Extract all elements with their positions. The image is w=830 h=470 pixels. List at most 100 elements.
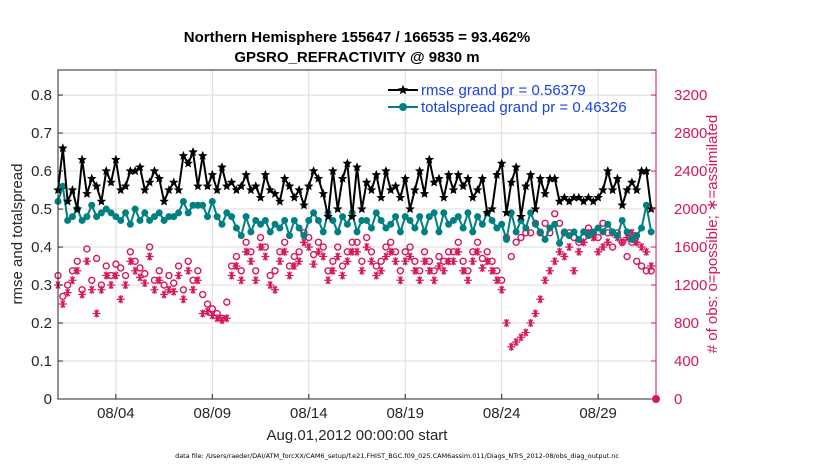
obs-assimilated-point (618, 238, 627, 247)
obs-assimilated-point (217, 316, 226, 325)
obs-assimilated-point (560, 252, 569, 261)
series-rmse (53, 143, 656, 221)
obs-assimilated-point (492, 276, 501, 285)
totalspread-point (560, 228, 568, 236)
left-tick-label-3: 0.3 (31, 277, 52, 294)
obs-assimilated-point (348, 247, 357, 256)
totalspread-point (464, 209, 472, 217)
obs-possible-point (121, 271, 130, 280)
obs-possible-point (473, 238, 482, 246)
obs-possible-point (174, 262, 183, 270)
totalspread-point (541, 235, 549, 243)
right-tick-label-1: 400 (674, 353, 699, 370)
obs-possible-point (637, 262, 646, 270)
obs-assimilated-point (647, 262, 656, 271)
left-tick-label-5: 0.5 (31, 201, 52, 218)
obs-assimilated-point (189, 285, 198, 294)
totalspread-point (97, 209, 105, 217)
obs-possible-point (319, 243, 327, 251)
obs-assimilated-point (430, 276, 439, 285)
rmse-point (183, 158, 193, 168)
x-tick-label-3: 08/19 (386, 405, 424, 422)
totalspread-point (146, 216, 154, 224)
totalspread-point (440, 209, 448, 217)
rmse-point (260, 169, 271, 179)
rmse-point (598, 185, 608, 195)
obs-possible-point (155, 267, 163, 275)
obs-assimilated-point (208, 311, 217, 320)
chart-subtitle: GPSRO_REFRACTIVITY @ 9830 m (234, 49, 479, 66)
totalspread-point (314, 216, 322, 224)
obs-assimilated-point (526, 319, 535, 328)
obs-assimilated-point (507, 342, 516, 351)
obs-assimilated-point (251, 276, 260, 285)
rmse-point (496, 158, 507, 168)
obs-assimilated-point (58, 300, 67, 309)
rmse-point (434, 173, 444, 183)
rmse-point (468, 192, 478, 202)
rmse-point (82, 188, 92, 198)
obs-possible-point (353, 238, 361, 246)
legend-rmse-label: rmse grand pr = 0.56379 (421, 82, 586, 99)
rmse-point (169, 177, 179, 187)
obs-possible-point (280, 238, 289, 246)
obs-assimilated-point (468, 257, 477, 266)
totalspread-point (295, 224, 303, 232)
rmse-point (106, 177, 116, 187)
rmse-point (313, 173, 324, 183)
obs-assimilated-point (164, 285, 173, 294)
totalspread-point (584, 232, 592, 240)
rmse-point (135, 162, 145, 172)
obs-assimilated-point (102, 271, 111, 280)
obs-possible-point (367, 248, 376, 256)
obs-possible-point (170, 279, 178, 287)
obs-assimilated-point (213, 314, 222, 323)
totalspread-point (445, 220, 453, 228)
rmse-point (87, 173, 97, 183)
obs-assimilated-point (372, 271, 381, 280)
obs-assimilated-point (598, 243, 607, 252)
rmse-point (144, 177, 155, 187)
obs-possible-point (256, 233, 265, 242)
rmse-point (405, 204, 415, 214)
rmse-point (304, 181, 314, 191)
totalspread-point (78, 216, 86, 224)
rmse-point (357, 204, 367, 214)
obs-possible-point (372, 262, 380, 270)
obs-assimilated-point (299, 238, 308, 247)
obs-possible-point (242, 238, 250, 246)
obs-possible-point (290, 252, 299, 261)
rmse-point (178, 150, 189, 160)
totalspread-point (430, 209, 438, 217)
totalspread-point (117, 216, 125, 224)
rmse-point (395, 192, 406, 202)
rmse-point (323, 211, 333, 221)
obs-assimilated-point (324, 276, 333, 285)
rmse-point (241, 169, 251, 179)
obs-assimilated-point (116, 295, 125, 304)
obs-assimilated-point (473, 247, 482, 256)
obs-possible-point (160, 281, 168, 289)
rmse-point (443, 169, 454, 179)
rmse-point (275, 196, 285, 206)
obs-possible-point (198, 290, 207, 299)
totalspread-point (377, 216, 385, 224)
rmse-point (197, 150, 208, 160)
obs-possible-point (73, 257, 81, 265)
totalspread-point (83, 213, 91, 221)
obs-assimilated-point (271, 285, 280, 294)
obs-assimilated-point (131, 266, 140, 275)
legend-rmse-star (397, 84, 409, 95)
totalspread-point (290, 216, 298, 224)
rmse-point (111, 154, 121, 164)
obs-assimilated-point (304, 243, 313, 252)
totalspread-point (425, 213, 433, 221)
rmse-point (328, 166, 338, 176)
obs-assimilated-point (121, 281, 130, 290)
totalspread-point (232, 224, 240, 232)
obs-possible-point (232, 252, 241, 261)
rmse-point (506, 177, 517, 187)
right-axis-ticks: 0 400 800 1200 1600 2000 2400 2800 3200 (651, 70, 707, 408)
obs-possible-point (396, 267, 405, 275)
totalspread-point (363, 216, 371, 224)
